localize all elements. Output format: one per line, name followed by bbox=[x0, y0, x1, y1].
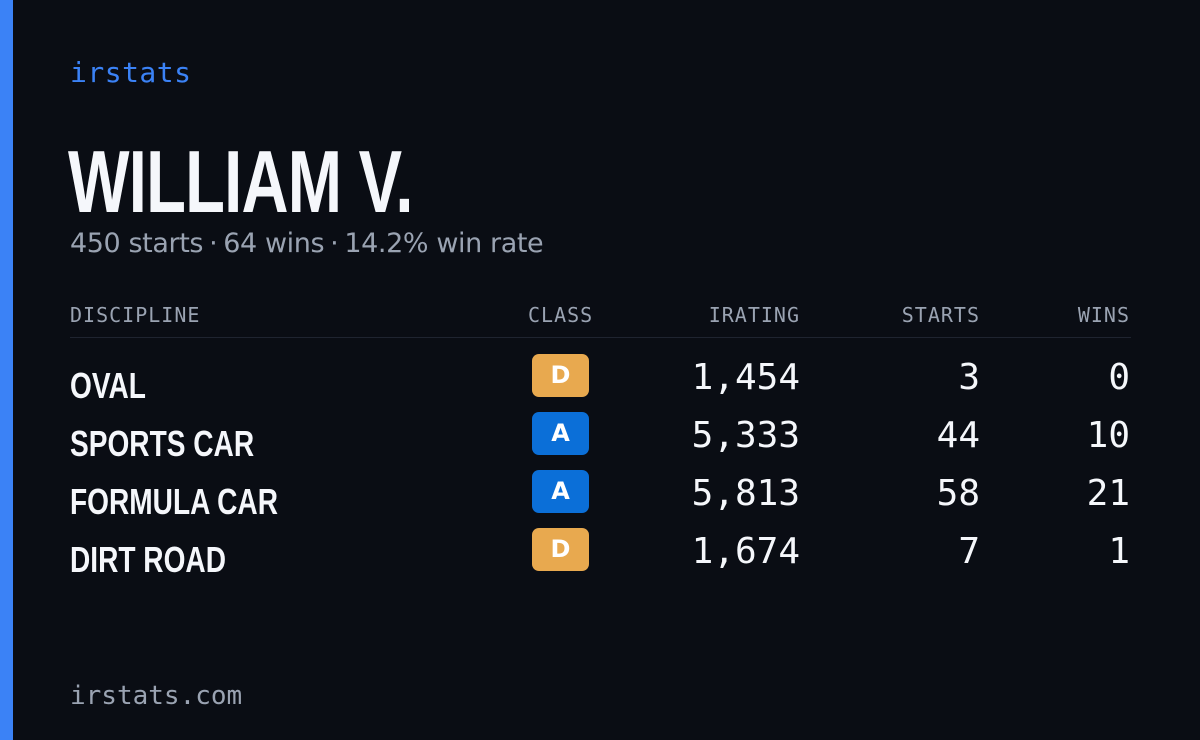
summary-starts: 450 starts bbox=[70, 228, 204, 259]
header-irating: IRATING bbox=[708, 303, 800, 327]
starts-value: 44 bbox=[936, 415, 980, 456]
irating-value: 5,333 bbox=[691, 415, 800, 456]
driver-name: WILLIAM V. bbox=[68, 132, 413, 231]
discipline-table: DISCIPLINE CLASS IRATING STARTS WINS OVA… bbox=[70, 296, 1131, 586]
irating-value: 1,674 bbox=[691, 531, 800, 572]
wins-value: 10 bbox=[1086, 415, 1130, 456]
table-row: DIRT ROAD D 1,674 7 1 bbox=[70, 528, 1131, 586]
starts-value: 58 bbox=[936, 473, 980, 514]
summary-separator: · bbox=[209, 228, 218, 259]
discipline-name: DIRT ROAD bbox=[70, 539, 226, 580]
license-class-badge: D bbox=[532, 528, 589, 571]
wins-value: 21 bbox=[1086, 473, 1130, 514]
header-class: CLASS bbox=[528, 303, 594, 327]
discipline-name: OVAL bbox=[70, 365, 146, 406]
license-class-badge: A bbox=[532, 470, 589, 513]
accent-bar bbox=[0, 0, 13, 740]
starts-value: 7 bbox=[958, 531, 980, 572]
irating-value: 5,813 bbox=[691, 473, 800, 514]
header-wins: WINS bbox=[1077, 303, 1130, 327]
license-class-badge: D bbox=[532, 354, 589, 397]
table-row: SPORTS CAR A 5,333 44 10 bbox=[70, 412, 1131, 470]
table-header: DISCIPLINE CLASS IRATING STARTS WINS bbox=[70, 296, 1131, 338]
summary-win-rate: 14.2% win rate bbox=[344, 228, 544, 259]
summary-wins: 64 wins bbox=[223, 228, 325, 259]
discipline-name: FORMULA CAR bbox=[70, 481, 278, 522]
table-row: OVAL D 1,454 3 0 bbox=[70, 354, 1131, 412]
wins-value: 0 bbox=[1108, 357, 1130, 398]
footer-url: irstats.com bbox=[70, 681, 243, 711]
wins-value: 1 bbox=[1108, 531, 1130, 572]
summary-separator: · bbox=[330, 228, 339, 259]
license-class-badge: A bbox=[532, 412, 589, 455]
brand-logo: irstats bbox=[70, 56, 192, 89]
discipline-name: SPORTS CAR bbox=[70, 423, 255, 464]
driver-summary: 450 starts · 64 wins · 14.2% win rate bbox=[70, 228, 544, 259]
table-body: OVAL D 1,454 3 0 SPORTS CAR A 5,333 44 1… bbox=[70, 354, 1131, 586]
header-discipline: DISCIPLINE bbox=[70, 303, 201, 327]
irating-value: 1,454 bbox=[691, 357, 800, 398]
table-row: FORMULA CAR A 5,813 58 21 bbox=[70, 470, 1131, 528]
starts-value: 3 bbox=[958, 357, 980, 398]
header-starts: STARTS bbox=[901, 303, 980, 327]
